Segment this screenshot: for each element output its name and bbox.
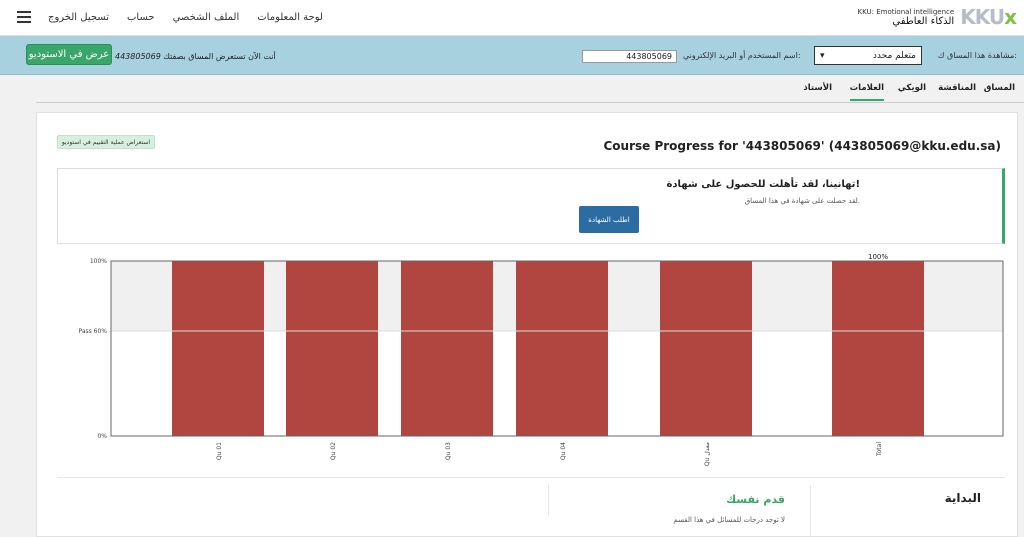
- role-value: متعلم محدد: [872, 50, 916, 61]
- tab-progress[interactable]: العلامات: [849, 83, 884, 101]
- nav-logout[interactable]: تسجيل الخروج: [48, 12, 110, 23]
- viewing-as-user: 443805069: [115, 52, 161, 61]
- tab-instructor[interactable]: الأستاذ: [803, 83, 832, 93]
- divider: [57, 477, 1005, 478]
- certificate-heading: تهانينا، لقد تأهلت للحصول على شهادة!: [666, 179, 861, 190]
- x-tick-label: Qu 02: [330, 442, 337, 460]
- page-title: Course Progress for '443805069' (4438050…: [603, 139, 1001, 153]
- x-tick-label: Qu 04: [560, 442, 567, 460]
- tab-discussion[interactable]: المناقشة: [938, 83, 976, 93]
- course-org: KKU: Emotional intelligence: [857, 7, 955, 16]
- plot-frame: [110, 260, 1004, 437]
- y-tick-label: 0%: [97, 433, 107, 440]
- nav-profile[interactable]: الملف الشخصي: [172, 12, 240, 23]
- top-header: لوحة المعلومات الملف الشخصي حساب تسجيل ا…: [0, 0, 1024, 36]
- brand: KKU: Emotional intelligence الذكاء العاط…: [858, 5, 1017, 29]
- role-label: مشاهدة هذا المساق ك:: [937, 51, 1017, 60]
- chart-bar: [832, 261, 924, 436]
- chart-bar: [516, 261, 608, 436]
- chart-bar: [660, 261, 752, 436]
- course-name: الذكاء العاطفي: [892, 15, 955, 27]
- staff-grading-button[interactable]: استعراض عملية التقييم في استوديو: [57, 135, 155, 149]
- username-label: اسم المستخدم أو البريد الإلكتروني:: [683, 51, 801, 60]
- certificate-text: لقد حصلت على شهادة في هذا المساق.: [744, 197, 860, 205]
- x-tick-label: Total: [876, 442, 883, 457]
- viewing-as-text: أنت الآن تستعرض المساق بصفتك 443805069: [115, 52, 276, 61]
- chart-bar: [401, 261, 493, 436]
- y-tick-label: Pass 60%: [78, 328, 107, 335]
- course-tabs: المساق المناقشة الويكي العلامات الأستاذ: [36, 75, 1024, 103]
- masquerade-bar: عرض في الاستوديو أنت الآن تستعرض المساق …: [0, 36, 1024, 75]
- divider: [810, 485, 811, 537]
- role-select[interactable]: ▾ متعلم محدد: [814, 46, 922, 65]
- divider: [548, 485, 549, 515]
- top-nav: لوحة المعلومات الملف الشخصي حساب تسجيل ا…: [48, 12, 323, 23]
- x-tick-label: Qu 01: [216, 442, 223, 460]
- tab-wiki[interactable]: الويكي: [897, 83, 926, 93]
- y-tick-label: 100%: [90, 258, 107, 265]
- request-certificate-button[interactable]: اطلب الشهادة: [579, 206, 639, 233]
- chapter-title: البداية: [944, 491, 981, 505]
- chart-bar: [172, 261, 264, 436]
- username-input[interactable]: 443805069: [582, 50, 677, 63]
- data-label: 100%: [868, 253, 888, 261]
- section-title[interactable]: قدم نفسك: [726, 493, 785, 506]
- no-grades-text: لا توجد درجات للمسائل في هذا القسم: [673, 516, 785, 524]
- x-tick-label: Qu 03: [445, 442, 452, 460]
- tab-course[interactable]: المساق: [983, 83, 1015, 93]
- grade-chart: Qu 01 Qu 02 Qu 03 Qu 04 Qu معدل Total 0% Pass 6…: [78, 253, 1004, 466]
- progress-card: استعراض عملية التقييم في استوديو Course …: [36, 112, 1018, 537]
- certificate-banner: تهانينا، لقد تأهلت للحصول على شهادة! لقد…: [57, 168, 1005, 244]
- x-tick-label: Qu معدل: [704, 442, 711, 466]
- chevron-down-icon: ▾: [820, 50, 825, 61]
- view-in-studio-button[interactable]: عرض في الاستوديو: [26, 44, 112, 65]
- nav-account[interactable]: حساب: [127, 12, 155, 23]
- kku-logo[interactable]: KKUx: [960, 5, 1017, 29]
- nav-dashboard[interactable]: لوحة المعلومات: [257, 12, 323, 23]
- menu-icon[interactable]: [17, 11, 31, 23]
- chart-bar: [286, 261, 378, 436]
